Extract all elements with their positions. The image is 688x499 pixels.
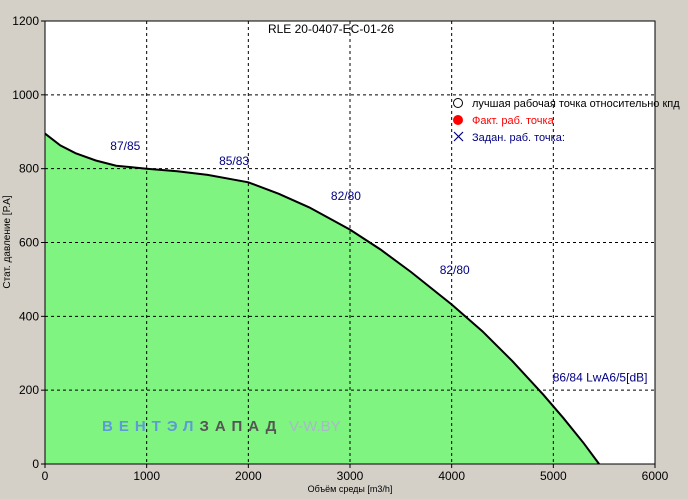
curve-annotation: 86/84 LwA6/5[dB] bbox=[553, 371, 648, 385]
legend-label-best-point: лучшая рабочая точка относительно кпд bbox=[472, 98, 680, 110]
axis-ticks: 0 1000 2000 3000 4000 5000 6000 0 200 400 600 800 10… bbox=[12, 14, 668, 483]
legend-label-actual-point: Факт. раб. точка bbox=[472, 115, 555, 127]
y-tick-label: 800 bbox=[19, 162, 39, 176]
legend-marker-actual-point bbox=[453, 115, 463, 125]
y-tick-label: 1000 bbox=[12, 88, 39, 102]
curve-annotation: 82/80 bbox=[331, 189, 361, 203]
y-tick-label: 600 bbox=[19, 236, 39, 250]
watermark-part1: ВЕНТЭЛ bbox=[102, 418, 199, 435]
x-tick-label: 6000 bbox=[642, 469, 669, 483]
fan-curve-line bbox=[44, 132, 600, 465]
watermark-part2: ЗАПАД bbox=[199, 418, 282, 435]
legend-marker-target-point bbox=[453, 131, 464, 142]
y-tick-label: 0 bbox=[32, 457, 39, 471]
y-tick-label: 200 bbox=[19, 383, 39, 397]
watermark-url: V-W.BY bbox=[289, 418, 341, 435]
watermark: ВЕНТЭЛЗАПАД bbox=[102, 418, 282, 435]
x-tick-label: 2000 bbox=[235, 469, 262, 483]
legend-marker-best-point bbox=[453, 98, 463, 108]
curve-annotation: 82/80 bbox=[440, 263, 470, 277]
x-tick-label: 3000 bbox=[337, 469, 364, 483]
y-axis-label: Стат. давление [Р.А] bbox=[2, 195, 13, 288]
y-tick-label: 400 bbox=[19, 309, 39, 323]
grid-lines bbox=[45, 21, 655, 464]
curve-area-fill bbox=[45, 133, 600, 464]
x-tick-label: 4000 bbox=[438, 469, 465, 483]
x-tick-label: 1000 bbox=[133, 469, 160, 483]
x-tick-label: 0 bbox=[42, 469, 49, 483]
x-axis-label: Объём среды [m3/h] bbox=[308, 484, 393, 494]
chart-title: RLE 20-0407-EC-01-26 bbox=[268, 22, 394, 36]
annotations: 87/85 85/83 82/80 82/80 86/84 LwA6/5[dB] bbox=[110, 139, 647, 384]
x-tick-label: 5000 bbox=[540, 469, 567, 483]
curve-annotation: 87/85 bbox=[110, 139, 140, 153]
legend: лучшая рабочая точка относительно кпд Фа… bbox=[453, 98, 680, 144]
curve-annotation: 85/83 bbox=[219, 154, 249, 168]
y-tick-label: 1200 bbox=[12, 14, 39, 28]
legend-label-target-point: Задан. раб. точка: bbox=[472, 132, 565, 144]
